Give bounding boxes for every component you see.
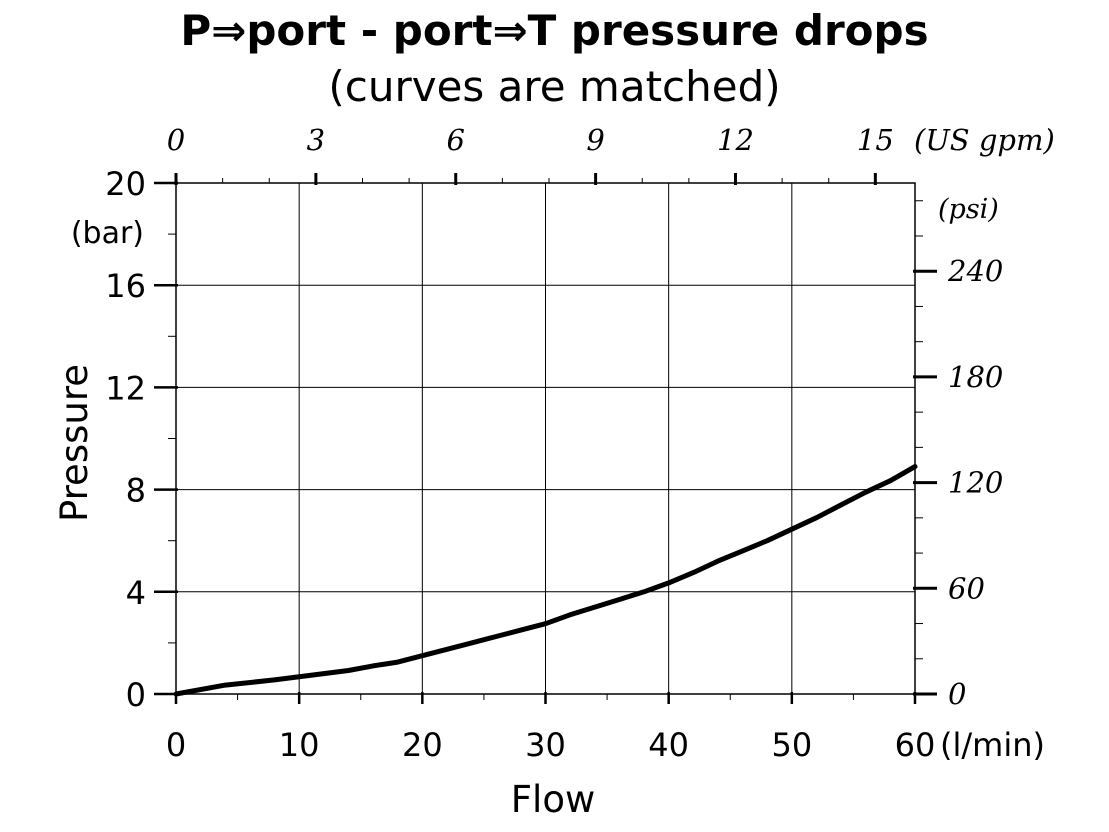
x-tick-label: 50 <box>771 726 812 764</box>
top-tick-label: 9 <box>586 123 604 157</box>
y-tick-labels: 0 4 8 12 16 20 <box>105 165 146 714</box>
right-tick-label: 0 <box>948 677 966 711</box>
right-tick-label: 240 <box>947 254 1003 288</box>
y-tick-label: 12 <box>105 369 146 407</box>
x-tick-label: 30 <box>525 726 566 764</box>
secondary-y-axis-unit: (psi) <box>938 194 999 225</box>
secondary-y-tick-labels: 0 60 120 180 240 <box>947 254 1003 711</box>
y-tick-label: 8 <box>126 472 146 510</box>
y-tick-label: 0 <box>126 676 146 714</box>
right-tick-label: 60 <box>948 571 985 605</box>
top-tick-label: 3 <box>307 123 325 157</box>
x-tick-label: 60 <box>895 726 936 764</box>
x-tick-label: 20 <box>402 726 443 764</box>
x-tick-label: 0 <box>166 726 186 764</box>
top-tick-label: 6 <box>447 123 465 157</box>
top-tick-label: 12 <box>717 123 754 157</box>
chart-title: P⇒port - port⇒T pressure drops <box>180 6 929 55</box>
x-tick-labels: 0 10 20 30 40 50 60 <box>166 726 936 764</box>
secondary-x-tick-labels: 0 3 6 9 12 15 <box>167 123 894 157</box>
x-axis-label: Flow <box>511 778 595 821</box>
y-axis-label: Pressure <box>53 364 96 522</box>
y-axis-unit: (bar) <box>71 216 144 251</box>
axis-ticks <box>154 173 937 704</box>
right-tick-label: 120 <box>948 466 1003 500</box>
secondary-x-axis-unit: (US gpm) <box>914 123 1055 157</box>
y-tick-label: 16 <box>105 267 146 305</box>
minor-ticks <box>168 178 923 700</box>
x-tick-label: 40 <box>648 726 689 764</box>
pressure-curve <box>173 464 918 697</box>
x-tick-label: 10 <box>279 726 320 764</box>
chart-subtitle: (curves are matched) <box>328 62 781 111</box>
top-tick-label: 15 <box>857 123 894 157</box>
y-tick-label: 20 <box>105 165 146 203</box>
y-tick-label: 4 <box>126 574 146 612</box>
right-tick-label: 180 <box>948 360 1003 394</box>
top-tick-label: 0 <box>167 123 185 157</box>
grid-lines <box>176 183 915 694</box>
x-axis-unit: (l/min) <box>940 726 1045 764</box>
